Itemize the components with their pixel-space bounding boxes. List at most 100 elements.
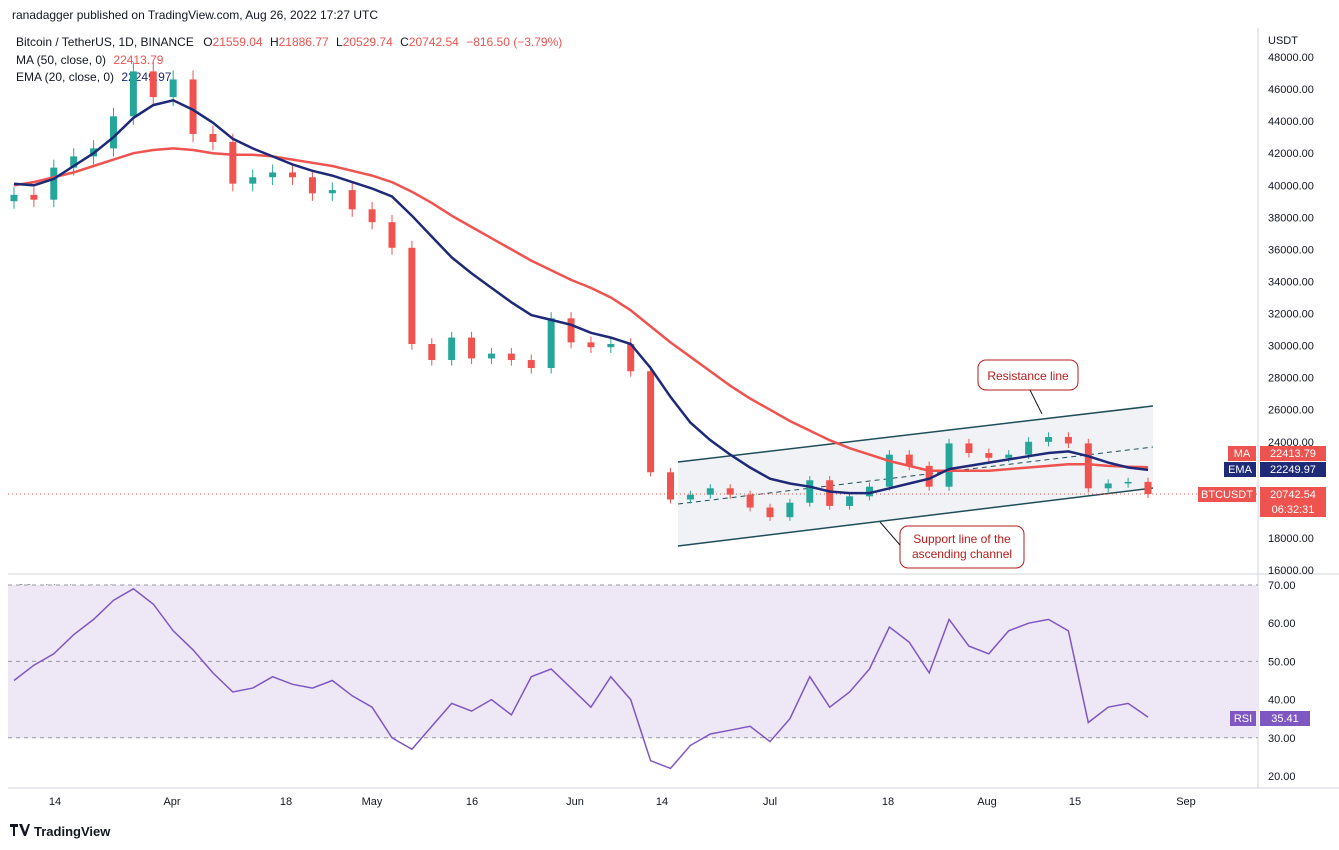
time-tick-label: 16 bbox=[466, 796, 478, 808]
support-callout-pointer bbox=[879, 521, 901, 546]
symbol-badge-label: BTCUSDT bbox=[1201, 489, 1253, 501]
candle-body bbox=[607, 343, 615, 348]
support-callout-text-2: ascending channel bbox=[912, 547, 1012, 561]
candle-body bbox=[229, 141, 237, 184]
currency-label: USDT bbox=[1268, 35, 1298, 47]
channel-midline bbox=[677, 446, 1154, 505]
time-tick-label: 14 bbox=[656, 796, 668, 808]
time-tick-label: 18 bbox=[280, 796, 292, 808]
price-tick-label: 32000.00 bbox=[1268, 309, 1314, 321]
time-tick-label: Jun bbox=[566, 796, 584, 808]
rsi-band-group bbox=[8, 584, 1258, 739]
price-tick-label: 16000.00 bbox=[1268, 565, 1314, 577]
candle-body bbox=[647, 371, 655, 473]
candle-body bbox=[706, 488, 714, 495]
candle-body bbox=[865, 486, 873, 497]
price-tick-label: 40000.00 bbox=[1268, 180, 1314, 192]
price-tick-label: 34000.00 bbox=[1268, 276, 1314, 288]
candle-body bbox=[468, 337, 476, 359]
ema-badge-value: 22249.97 bbox=[1270, 464, 1316, 476]
candle-body bbox=[348, 190, 356, 210]
rsi-tick-label: 20.00 bbox=[1268, 771, 1296, 783]
high-label: H bbox=[269, 35, 279, 49]
resistance-line bbox=[677, 405, 1154, 463]
countdown-badge-bg bbox=[1260, 502, 1326, 517]
candle-body bbox=[209, 133, 217, 142]
ascending-channel bbox=[8, 405, 1258, 547]
ma-legend-label: MA (50, close, 0) bbox=[16, 53, 107, 67]
candle-body bbox=[109, 116, 117, 149]
candle-body bbox=[189, 79, 197, 134]
candle-body bbox=[1005, 454, 1013, 458]
candle-body bbox=[428, 343, 436, 361]
change-value: −816.50 (−3.79%) bbox=[466, 35, 563, 49]
ma-legend: MA (50, close, 0) 22413.79 bbox=[16, 53, 163, 67]
candle-body bbox=[30, 194, 38, 200]
high-value: 21886.77 bbox=[278, 35, 329, 49]
rsi-badge-value-bg bbox=[1260, 711, 1310, 726]
candle-body bbox=[149, 71, 157, 98]
support-callout-text-1: Support line of the bbox=[913, 532, 1011, 546]
open-label: O bbox=[203, 35, 213, 49]
candle-body bbox=[806, 480, 814, 503]
price-badge-value: 20742.54 bbox=[1270, 489, 1316, 501]
rsi-badge-value: 35.41 bbox=[1271, 713, 1299, 725]
price-badges: MA 22413.79 EMA 22249.97 BTCUSDT 20742.54 06:3… bbox=[1198, 446, 1326, 726]
candle-body bbox=[547, 318, 555, 369]
candle-body bbox=[1124, 481, 1132, 484]
ma-badge-label: MA bbox=[1234, 448, 1251, 460]
candle-body bbox=[328, 190, 336, 194]
candle-body bbox=[766, 507, 774, 518]
ema-badge-label-bg bbox=[1224, 462, 1256, 477]
time-tick-label: Apr bbox=[163, 796, 180, 808]
candle-body bbox=[965, 443, 973, 454]
candle-body bbox=[448, 337, 456, 361]
candle-body bbox=[885, 454, 893, 487]
time-tick-label: 18 bbox=[882, 796, 894, 808]
ma-50-line bbox=[13, 147, 1149, 472]
ema-badge-value-bg bbox=[1260, 462, 1326, 477]
price-tick-label: 44000.00 bbox=[1268, 116, 1314, 128]
price-badge-value-bg bbox=[1260, 487, 1326, 502]
ma-legend-value: 22413.79 bbox=[113, 53, 164, 67]
channel-fill bbox=[678, 406, 1153, 546]
price-tick-label: 24000.00 bbox=[1268, 437, 1314, 449]
ema-legend-label: EMA (20, close, 0) bbox=[16, 70, 115, 84]
ema-badge-label: EMA bbox=[1228, 464, 1253, 476]
candle-body bbox=[408, 247, 416, 344]
rsi-tick-label: 50.00 bbox=[1268, 656, 1296, 668]
time-tick-label: Jul bbox=[763, 796, 777, 808]
resistance-callout-text: Resistance line bbox=[987, 369, 1069, 383]
rsi-tick-label: 70.00 bbox=[1268, 580, 1296, 592]
price-tick-label: 30000.00 bbox=[1268, 341, 1314, 353]
price-axis-ticks: 48000.00 46000.00 44000.00 42000.00 40000.00… bbox=[1268, 52, 1314, 577]
symbol-badge-label-bg bbox=[1198, 487, 1256, 502]
countdown-badge: 06:32:31 bbox=[1272, 504, 1315, 516]
candle-body bbox=[308, 177, 316, 194]
rsi-tick-label: 30.00 bbox=[1268, 733, 1296, 745]
candle-body bbox=[507, 353, 515, 361]
ohlc-legend: Bitcoin / TetherUS, 1D, BINANCE O21559.0… bbox=[16, 35, 562, 49]
resistance-callout-pointer bbox=[1029, 389, 1043, 415]
low-value: 20529.74 bbox=[342, 35, 393, 49]
price-tick-label: 28000.00 bbox=[1268, 373, 1314, 385]
candle-body bbox=[567, 318, 575, 343]
rsi-tick-label: 60.00 bbox=[1268, 618, 1296, 630]
symbol-title: Bitcoin / TetherUS, 1D, BINANCE bbox=[16, 35, 194, 49]
candle-body bbox=[269, 172, 277, 178]
candle-body bbox=[1144, 481, 1152, 495]
rsi-axis-ticks: 70.00 60.00 50.00 40.00 30.00 20.00 bbox=[1268, 580, 1296, 783]
tradingview-logo-icon bbox=[10, 824, 30, 839]
rsi-badge-label: RSI bbox=[1234, 713, 1252, 725]
candle-body bbox=[487, 353, 495, 359]
candle-body bbox=[70, 156, 78, 168]
candle-body bbox=[368, 209, 376, 223]
time-tick-label: Sep bbox=[1176, 796, 1196, 808]
indicator-lines bbox=[13, 98, 1149, 770]
candle-body bbox=[846, 496, 854, 506]
rsi-line bbox=[13, 587, 1149, 770]
price-tick-label: 48000.00 bbox=[1268, 52, 1314, 64]
candle-body bbox=[1025, 441, 1033, 455]
time-tick-label: 14 bbox=[49, 796, 61, 808]
